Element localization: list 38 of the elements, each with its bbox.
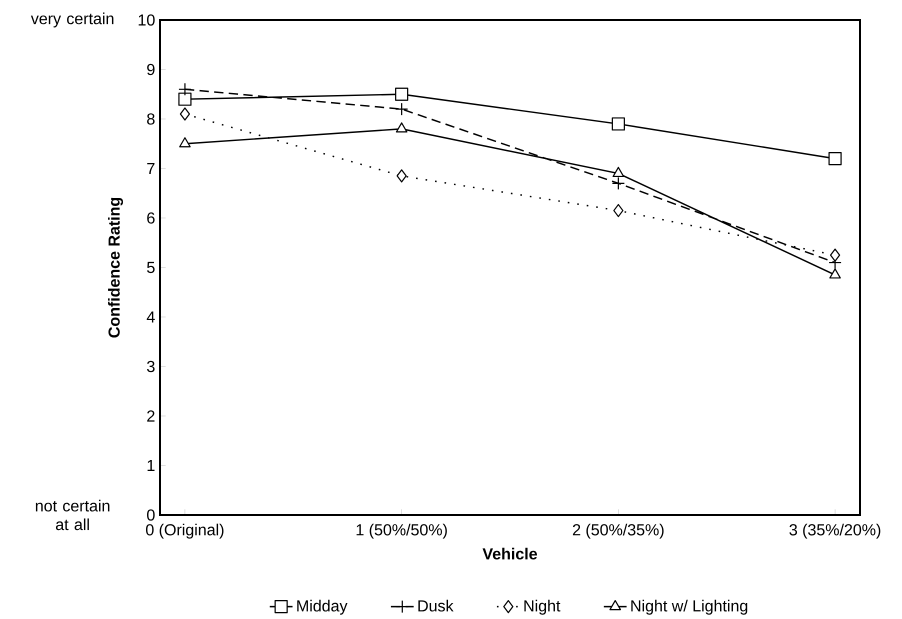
x-tick-label: 0 (Original) xyxy=(146,524,224,539)
y-tick-label: 2 xyxy=(147,410,154,422)
y-tick-label: 6 xyxy=(147,212,155,224)
y-tick-label: 7 xyxy=(147,163,154,174)
y-tick-label: 4 xyxy=(146,312,155,323)
point xyxy=(395,102,408,116)
point xyxy=(612,176,625,190)
x-tick-label: 3 (35%/20%) xyxy=(789,524,880,539)
point xyxy=(613,204,624,218)
y-tick-label: 1 xyxy=(148,460,155,472)
point xyxy=(612,166,624,178)
y-tick-label: 3 xyxy=(147,360,155,372)
legend-label: Dusk xyxy=(418,600,454,612)
x-tick-label: 1 (50%/50%) xyxy=(356,524,447,539)
point xyxy=(396,122,408,133)
y-tick-label: 8 xyxy=(147,113,155,125)
y-tick-label: 9 xyxy=(147,64,155,76)
point xyxy=(396,169,407,183)
point xyxy=(178,82,192,96)
y-tick-label: 5 xyxy=(147,262,155,274)
point xyxy=(612,117,625,131)
legend-label: Night xyxy=(524,600,560,615)
y-tick-label: 0 xyxy=(147,509,155,521)
x-axis-title: Vehicle xyxy=(482,548,538,560)
x-tick-label: 2 (50%/35%) xyxy=(572,524,664,539)
point xyxy=(395,88,408,101)
point xyxy=(180,108,190,121)
point xyxy=(829,268,841,279)
text: very certain xyxy=(30,12,114,28)
legend-label: Night w/ Lighting xyxy=(631,600,748,615)
legend-label: Midday xyxy=(297,600,348,615)
point xyxy=(179,137,191,148)
text: not certain at all xyxy=(36,500,110,530)
point xyxy=(178,92,192,106)
y-tick-label: 10 xyxy=(138,14,155,26)
point xyxy=(830,248,840,262)
y-axis-title: Confidence Rating xyxy=(108,198,124,338)
point xyxy=(828,152,842,166)
